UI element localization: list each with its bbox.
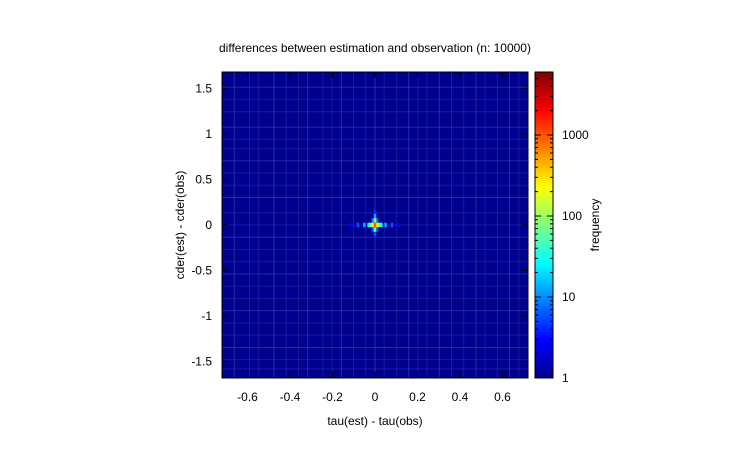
heatmap-cell xyxy=(356,222,360,228)
heatmap-cell xyxy=(363,222,366,228)
heatmap-cell xyxy=(350,222,353,228)
y-tick-label: 1.5 xyxy=(195,81,212,95)
heatmap-cell xyxy=(377,222,381,228)
colorbar xyxy=(534,71,554,379)
x-tick-label: 0.6 xyxy=(494,390,511,404)
y-tick-label: 0.5 xyxy=(195,172,212,186)
colorbar-tick-label: 1000 xyxy=(562,128,589,142)
x-axis-label: tau(est) - tau(obs) xyxy=(327,414,422,428)
colorbar-label: frequency xyxy=(588,199,602,252)
heatmap-cell xyxy=(371,218,375,223)
heatmap-cell xyxy=(369,222,373,228)
heatmap-cell xyxy=(375,227,379,232)
heatmap-cell xyxy=(371,222,375,228)
heatmap-cell xyxy=(375,222,379,228)
x-tick-label: 0.4 xyxy=(452,390,469,404)
y-tick-label: -1.5 xyxy=(191,355,212,369)
x-tick-label: 0.2 xyxy=(409,390,426,404)
heatmap-cell xyxy=(384,222,387,228)
y-axis-ticks: -1.5 -1 -0.5 0 0.5 1 1.5 xyxy=(191,81,528,369)
x-tick-label: -0.6 xyxy=(237,390,258,404)
y-tick-label: 0 xyxy=(205,218,212,232)
heatmap-cell xyxy=(380,222,383,228)
heatmap-cell xyxy=(373,213,377,219)
y-tick-label: 1 xyxy=(205,127,212,141)
heatmap-cell xyxy=(373,218,377,223)
heatmap-cells xyxy=(350,209,400,237)
heatmap-cell xyxy=(371,227,375,232)
heatmap-cell xyxy=(397,222,400,228)
x-axis-ticks: -0.6 -0.4 -0.2 0 0.2 0.4 0.6 xyxy=(237,72,511,404)
colorbar-ticks: 1 10 100 1000 xyxy=(535,71,589,385)
heatmap-cell xyxy=(375,218,379,223)
heatmap-cell xyxy=(373,209,377,214)
heatmap-cell xyxy=(373,222,377,228)
y-tick-label: -0.5 xyxy=(191,264,212,278)
colorbar-tick-label: 10 xyxy=(562,290,576,304)
bin-grid-lines xyxy=(222,72,528,378)
colorbar-tick-label: 1 xyxy=(562,371,569,385)
heatmap-cell xyxy=(373,231,377,237)
x-tick-label: 0 xyxy=(372,390,379,404)
colorbar-tick-label: 100 xyxy=(562,209,582,223)
plot-area xyxy=(222,72,528,378)
x-tick-label: -0.4 xyxy=(280,390,301,404)
chart-title: differences between estimation and obser… xyxy=(219,41,531,55)
y-tick-label: -1 xyxy=(201,309,212,323)
heatmap-cell xyxy=(390,222,394,228)
heatmap-cell xyxy=(373,227,377,232)
y-axis-label: cder(est) - cder(obs) xyxy=(173,171,187,280)
x-tick-label: -0.2 xyxy=(322,390,343,404)
heatmap-cell xyxy=(367,222,370,228)
